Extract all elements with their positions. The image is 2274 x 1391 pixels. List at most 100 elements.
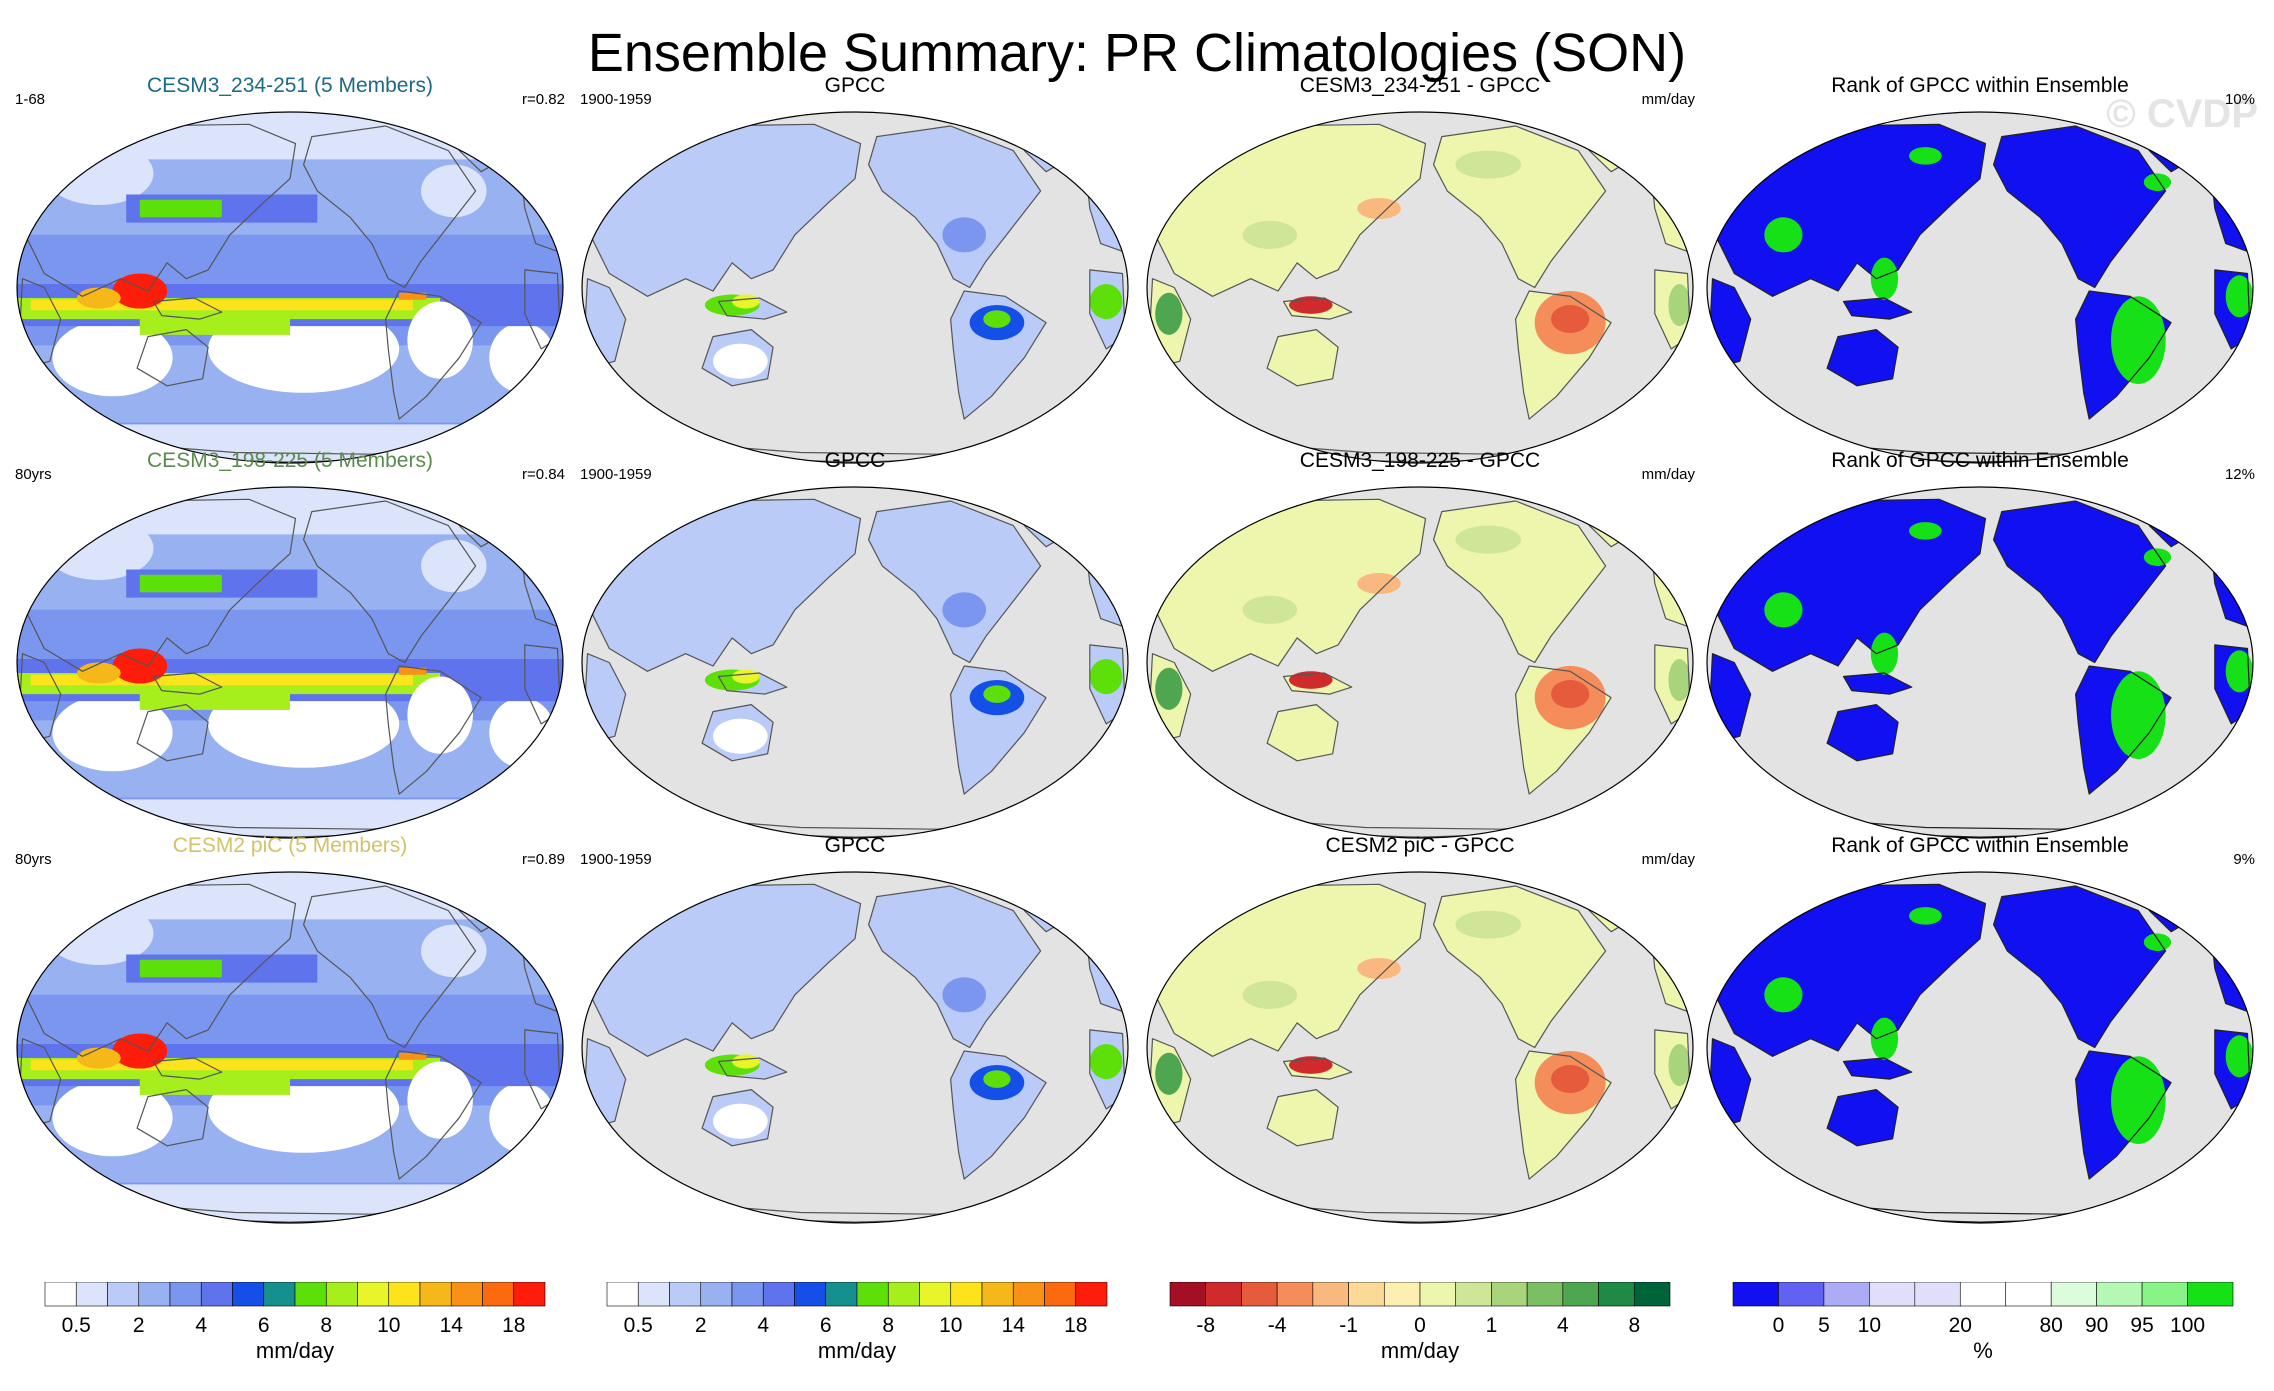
colorbar-swatch	[981, 1282, 1014, 1307]
model-panel-title: CESM3_234-251 (5 Members)	[147, 74, 433, 97]
rank-panel-right-label: 9%	[2233, 851, 2255, 868]
colorbar-tick-label: -1	[1339, 1314, 1358, 1337]
colorbar-tick-label: 95	[2130, 1314, 2153, 1337]
rank-map-panel: Rank of GPCC within Ensemble 12%	[1706, 449, 2255, 839]
colorbar-swatch	[1633, 1282, 1671, 1307]
colorbar-tick-label: 5	[1818, 1314, 1830, 1337]
obs-panel-left-label: 1900-1959	[580, 851, 652, 868]
map-border	[581, 111, 1129, 464]
colorbar-tick-label: 4	[757, 1314, 769, 1337]
model-panel-right-label: r=0.82	[522, 91, 565, 108]
colorbar-tick-label: 0.5	[62, 1314, 91, 1337]
colorbar-units: %	[1973, 1338, 1993, 1363]
colorbar-swatch	[1012, 1282, 1045, 1307]
rank-panel-title: Rank of GPCC within Ensemble	[1831, 449, 2129, 472]
colorbar-swatch	[1823, 1282, 1870, 1307]
obs-panel-title: GPCC	[825, 834, 886, 857]
colorbar-1: 0.5 2 4 6 8 10 14 18 mm/day	[44, 1282, 546, 1363]
colorbar-swatch	[1383, 1282, 1421, 1307]
model-map-field	[17, 487, 563, 838]
diff-panel-right-label: mm/day	[1642, 851, 1696, 868]
model-panel-left-label: 80yrs	[15, 851, 52, 868]
colorbar-tick-label: -4	[1268, 1314, 1287, 1337]
colorbar-swatch	[169, 1282, 202, 1307]
colorbar-units: mm/day	[818, 1338, 896, 1363]
diff-panel-title: CESM3_198-225 - GPCC	[1300, 449, 1540, 472]
diff-panel-right-label: mm/day	[1642, 466, 1696, 483]
model-map-field	[17, 872, 563, 1223]
obs-map-panel: GPCC 1900-1959	[580, 449, 1129, 839]
rank-panel-right-label: 10%	[2225, 91, 2255, 108]
colorbar-swatch	[325, 1282, 358, 1307]
model-panel-right-label: r=0.84	[522, 466, 565, 483]
colorbar-swatch	[1241, 1282, 1278, 1307]
colorbar-tick-label: 2	[695, 1314, 707, 1337]
colorbar-swatch	[1419, 1282, 1457, 1307]
colorbar-swatch	[1276, 1282, 1314, 1307]
colorbar-swatch	[825, 1282, 858, 1307]
colorbar-tick-label: 6	[820, 1314, 832, 1337]
cvdp-watermark: © CVDP	[2106, 92, 2258, 136]
colorbar-swatch	[1348, 1282, 1385, 1307]
obs-map-panel: GPCC 1900-1959	[580, 834, 1129, 1224]
diff-panel-title: CESM2 piC - GPCC	[1325, 834, 1514, 857]
obs-map-panel: GPCC 1900-1959	[580, 74, 1129, 464]
map-border	[1146, 871, 1694, 1224]
obs-map-field	[582, 872, 1128, 1223]
colorbar-tick-label: 2	[133, 1314, 145, 1337]
colorbar-tick-label: 4	[195, 1314, 207, 1337]
obs-panel-left-label: 1900-1959	[580, 466, 652, 483]
colorbar-units: mm/day	[256, 1338, 334, 1363]
colorbar-swatch	[75, 1282, 108, 1307]
model-map-field	[17, 112, 563, 463]
colorbar-swatch	[263, 1282, 296, 1307]
colorbar-swatch	[2141, 1282, 2188, 1307]
colorbar-tick-label: 10	[1858, 1314, 1881, 1337]
colorbar-tick-label: 18	[502, 1314, 525, 1337]
rank-panel-title: Rank of GPCC within Ensemble	[1831, 834, 2129, 857]
colorbar-tick-label: 18	[1064, 1314, 1087, 1337]
colorbar-swatch	[856, 1282, 889, 1307]
map-border	[581, 871, 1129, 1224]
colorbar-swatch	[1598, 1282, 1635, 1307]
obs-panel-left-label: 1900-1959	[580, 91, 652, 108]
colorbar-swatch	[606, 1282, 639, 1307]
diff-map-panel: CESM2 piC - GPCC mm/day	[1146, 834, 1696, 1224]
colorbar-swatch	[700, 1282, 733, 1307]
colorbar-swatch	[1959, 1282, 2007, 1307]
colorbar-swatch	[357, 1282, 390, 1307]
colorbar-swatch	[1205, 1282, 1242, 1307]
colorbar-tick-label: 8	[882, 1314, 894, 1337]
model-map-panel: CESM3_234-251 (5 Members) 1-68 r=0.82	[15, 74, 565, 464]
colorbar-tick-label: 0.5	[624, 1314, 653, 1337]
colorbar-swatch	[1778, 1282, 1825, 1307]
colorbar-swatch	[2187, 1282, 2234, 1307]
colorbar-swatch	[1044, 1282, 1077, 1307]
colorbar-tick-label: 20	[1949, 1314, 1972, 1337]
colorbar-swatch	[731, 1282, 764, 1307]
colorbar-swatch	[107, 1282, 140, 1307]
model-panel-right-label: r=0.89	[522, 851, 565, 868]
colorbar-swatch	[762, 1282, 795, 1307]
colorbar-swatch	[1075, 1282, 1108, 1307]
colorbar-swatch	[200, 1282, 233, 1307]
colorbar-swatch	[1914, 1282, 1961, 1307]
colorbar-swatch	[1312, 1282, 1349, 1307]
colorbar-swatch	[388, 1282, 421, 1307]
colorbar-tick-label: 90	[2085, 1314, 2108, 1337]
colorbar-tick-label: 10	[377, 1314, 400, 1337]
obs-panel-title: GPCC	[825, 449, 886, 472]
colorbar-tick-label: 8	[320, 1314, 332, 1337]
map-border	[1706, 486, 2254, 839]
colorbar-tick-label: -8	[1196, 1314, 1215, 1337]
model-map-panel: CESM2 piC (5 Members) 80yrs r=0.89	[15, 834, 565, 1224]
rank-map-panel: Rank of GPCC within Ensemble 9%	[1706, 834, 2255, 1224]
colorbar-tick-label: 10	[939, 1314, 962, 1337]
diff-panel-right-label: mm/day	[1642, 91, 1696, 108]
colorbar-swatch	[419, 1282, 452, 1307]
colorbar-swatch	[1732, 1282, 1779, 1307]
map-border	[581, 486, 1129, 839]
colorbar-swatch	[2005, 1282, 2052, 1307]
page-title: Ensemble Summary: PR Climatologies (SON)	[587, 23, 1687, 83]
colorbar-tick-label: 4	[1557, 1314, 1569, 1337]
